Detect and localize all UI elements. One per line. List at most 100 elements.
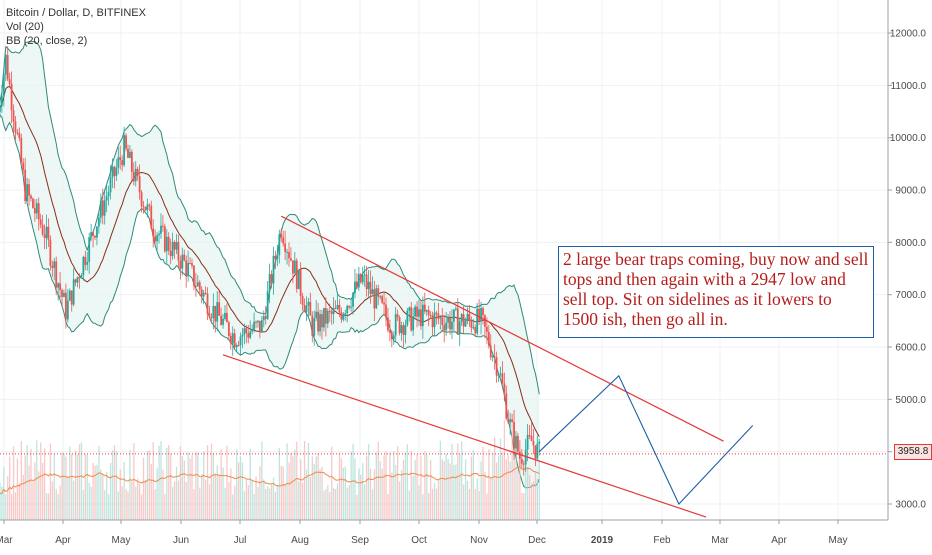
volume-bar <box>484 471 486 520</box>
volume-bar <box>480 461 482 520</box>
volume-bar <box>269 488 271 520</box>
volume-bar <box>104 490 106 520</box>
candle-body <box>173 241 176 250</box>
volume-bar <box>412 475 414 520</box>
candle-body <box>156 235 158 242</box>
candle-body <box>125 135 127 149</box>
volume-bar <box>265 489 267 520</box>
symbol-title: Bitcoin / Dollar, D, BITFINEX <box>6 7 146 19</box>
volume-bar <box>16 458 19 520</box>
candle-body <box>65 292 67 320</box>
volume-bar <box>300 459 302 520</box>
candle-body <box>423 304 426 312</box>
volume-bar <box>468 488 471 520</box>
candle-body <box>233 333 236 348</box>
volume-bar <box>203 451 205 520</box>
candle-body <box>522 463 525 465</box>
candle-body <box>421 304 424 327</box>
volume-bar <box>61 452 63 520</box>
candle-body <box>212 305 215 319</box>
candle-body <box>346 306 349 314</box>
volume-bar <box>424 451 426 520</box>
candle-body <box>167 236 170 251</box>
volume-bar <box>148 450 151 520</box>
candle-body <box>206 293 209 315</box>
candle-body <box>474 327 477 334</box>
candle-body <box>218 302 221 316</box>
candle-body <box>451 321 453 330</box>
volume-bar <box>67 475 69 520</box>
candle-body <box>276 255 279 259</box>
candle-body <box>224 312 226 319</box>
volume-bar <box>216 465 218 520</box>
volume-bar <box>472 450 474 520</box>
volume-bar <box>373 469 376 520</box>
candle-body <box>28 184 30 196</box>
candle-body <box>144 207 147 211</box>
volume-bar <box>358 468 360 520</box>
candle-body <box>478 308 481 322</box>
candle-body <box>88 237 91 262</box>
volume-bar <box>385 451 387 520</box>
volume-bar <box>292 456 294 520</box>
candle-body <box>509 419 512 423</box>
candle-body <box>392 335 395 340</box>
candle-body <box>301 295 304 305</box>
volume-bar <box>267 486 269 520</box>
volume-bar <box>463 484 465 520</box>
volume-bar <box>507 454 509 520</box>
volume-bar <box>82 489 85 520</box>
volume-bar <box>38 471 40 520</box>
candle-body <box>14 121 17 133</box>
candle-body <box>134 168 137 182</box>
candle-body <box>307 301 310 306</box>
candle-body <box>373 289 376 309</box>
volume-bar <box>294 449 296 520</box>
volume-bar <box>478 491 480 520</box>
bollinger-lower-band <box>0 114 540 489</box>
candle-body <box>4 55 7 75</box>
candle-body <box>485 326 488 332</box>
candle-body <box>530 435 533 441</box>
candle-body <box>511 419 513 422</box>
volume-bar <box>307 442 310 520</box>
price-axis-label: 12000.0 <box>890 29 927 40</box>
volume-bar <box>482 447 484 520</box>
candle-body <box>146 204 149 211</box>
candle-body <box>274 255 277 259</box>
volume-bar <box>317 452 319 520</box>
volume-bar <box>276 484 279 520</box>
volume-bar <box>414 459 416 520</box>
candle-body <box>293 260 296 274</box>
price-axis-label: 10000.0 <box>890 133 927 144</box>
candle-body <box>286 251 288 253</box>
time-axis-label: Sep <box>351 535 369 546</box>
volume-bar <box>249 448 251 520</box>
annotation-note[interactable]: 2 large bear traps coming, buy now and s… <box>558 246 874 338</box>
candle-body <box>10 83 13 111</box>
time-axis-label: Oct <box>411 535 427 546</box>
time-axis-label: May <box>829 535 848 546</box>
candle-body <box>499 373 502 375</box>
candle-body <box>202 292 205 297</box>
candle-body <box>103 200 106 216</box>
volume-bar <box>73 480 75 520</box>
volume-bar <box>350 451 352 520</box>
volume-bar <box>34 462 36 520</box>
candle-body <box>359 273 362 283</box>
volume-bar <box>503 420 506 520</box>
candle-body <box>257 320 259 323</box>
candle-body <box>505 393 508 419</box>
volume-bar <box>78 444 81 520</box>
volume-bar <box>152 442 154 520</box>
candle-body <box>37 203 40 220</box>
volume-bar <box>49 443 52 520</box>
volume-bar <box>195 452 197 520</box>
volume-bar <box>517 469 519 520</box>
volume-bar <box>76 454 79 520</box>
candle-body <box>319 314 321 332</box>
candle-body <box>377 288 380 297</box>
volume-bar <box>296 441 298 520</box>
candle-body <box>311 315 314 336</box>
